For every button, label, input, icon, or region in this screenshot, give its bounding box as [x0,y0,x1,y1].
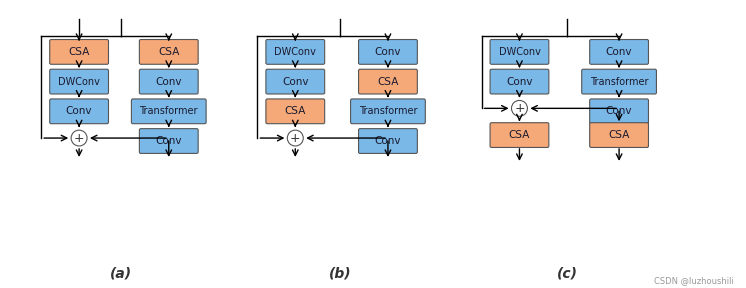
FancyBboxPatch shape [131,99,206,124]
Text: Conv: Conv [374,47,401,57]
FancyBboxPatch shape [589,99,648,124]
FancyBboxPatch shape [589,39,648,64]
Text: Conv: Conv [66,106,93,116]
Text: (c): (c) [557,267,577,281]
Text: Transformer: Transformer [590,77,648,87]
Text: (b): (b) [329,267,351,281]
FancyBboxPatch shape [490,123,549,147]
FancyBboxPatch shape [50,69,108,94]
Text: Conv: Conv [606,106,633,116]
Text: Conv: Conv [155,77,182,87]
Text: CSA: CSA [377,77,398,87]
FancyBboxPatch shape [490,39,549,64]
Text: +: + [514,102,524,115]
Text: CSDN @luzhoushili: CSDN @luzhoushili [653,276,733,285]
Text: Conv: Conv [155,136,182,146]
FancyBboxPatch shape [266,69,325,94]
Text: Conv: Conv [374,136,401,146]
Text: Conv: Conv [507,77,533,87]
FancyBboxPatch shape [490,69,549,94]
Text: DWConv: DWConv [275,47,316,57]
Text: Transformer: Transformer [359,106,417,116]
FancyBboxPatch shape [359,39,417,64]
Text: CSA: CSA [509,130,530,140]
FancyBboxPatch shape [140,69,198,94]
FancyBboxPatch shape [140,39,198,64]
FancyBboxPatch shape [351,99,425,124]
Text: CSA: CSA [158,47,180,57]
Text: DWConv: DWConv [58,77,100,87]
FancyBboxPatch shape [359,129,417,154]
Text: Conv: Conv [606,47,633,57]
FancyBboxPatch shape [582,69,656,94]
FancyBboxPatch shape [50,99,108,124]
Text: CSA: CSA [69,47,90,57]
Text: CSA: CSA [285,106,306,116]
FancyBboxPatch shape [266,99,325,124]
Text: +: + [74,132,84,145]
FancyBboxPatch shape [589,123,648,147]
Text: Transformer: Transformer [140,106,198,116]
Text: (a): (a) [110,267,132,281]
FancyBboxPatch shape [50,39,108,64]
FancyBboxPatch shape [266,39,325,64]
Text: Conv: Conv [282,77,309,87]
FancyBboxPatch shape [140,129,198,154]
Text: DWConv: DWConv [498,47,540,57]
FancyBboxPatch shape [359,69,417,94]
Text: +: + [290,132,301,145]
Text: CSA: CSA [609,130,630,140]
